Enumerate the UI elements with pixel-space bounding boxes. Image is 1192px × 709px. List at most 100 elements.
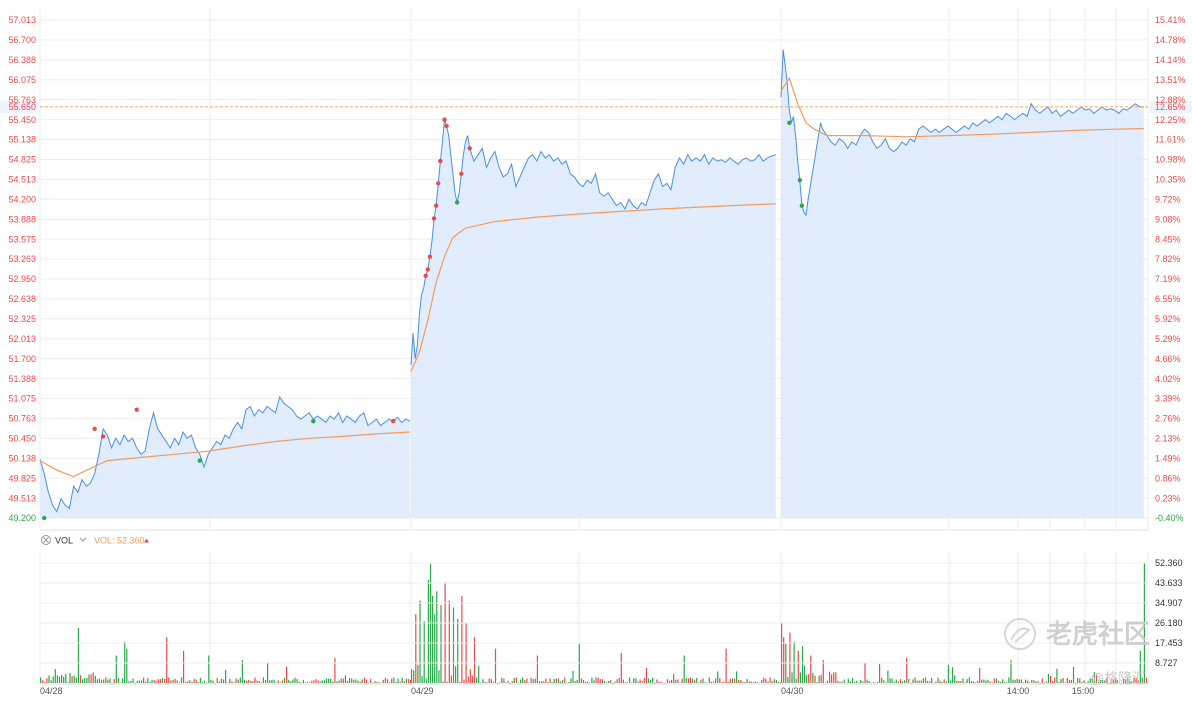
volume-bar xyxy=(814,675,816,683)
buy-marker[interactable] xyxy=(459,171,464,177)
volume-bar xyxy=(593,680,595,683)
buy-marker[interactable] xyxy=(390,418,396,424)
avg-line-04/28 xyxy=(39,431,411,478)
left-tick-label: 49.513 xyxy=(8,493,36,503)
volume-bar xyxy=(801,646,804,683)
volume-bar xyxy=(1085,682,1087,684)
volume-bar xyxy=(585,681,587,683)
sell-marker[interactable] xyxy=(197,458,202,463)
right-tick-label: 12.25% xyxy=(1155,115,1186,125)
volume-bar xyxy=(511,681,513,683)
buy-marker[interactable] xyxy=(436,181,441,186)
volume-bar xyxy=(968,677,970,683)
volume-bar xyxy=(775,680,777,683)
volume-bar xyxy=(839,681,841,683)
volume-bar xyxy=(206,682,208,684)
volume-bar xyxy=(622,679,624,683)
volume-bar xyxy=(1056,668,1058,683)
volume-bar xyxy=(1077,678,1079,683)
volume-bar xyxy=(378,682,380,683)
current-price-badge xyxy=(0,100,38,113)
sell-marker[interactable] xyxy=(799,203,805,208)
volume-bar xyxy=(499,682,501,683)
sell-marker[interactable] xyxy=(787,120,792,126)
volume-bar xyxy=(1033,680,1035,683)
volume-bar xyxy=(372,683,374,684)
right-tick-label: -0.40% xyxy=(1155,513,1184,523)
volume-bar xyxy=(386,679,389,683)
sell-marker[interactable] xyxy=(797,177,802,183)
sell-marker[interactable] xyxy=(311,418,316,424)
date-tick-label: 04/29 xyxy=(411,686,434,696)
right-tick-label: 2.76% xyxy=(1155,414,1181,424)
sell-marker[interactable] xyxy=(42,515,47,521)
volume-bar xyxy=(119,682,122,683)
volume-bar xyxy=(1025,679,1027,683)
volume-bar xyxy=(174,678,176,683)
volume-bar xyxy=(517,682,520,684)
buy-marker[interactable] xyxy=(425,267,430,272)
left-tick-label: 50.138 xyxy=(8,453,36,463)
volume-bar xyxy=(216,678,218,683)
volume-indicator-name[interactable]: VOL xyxy=(55,536,73,546)
buy-marker[interactable] xyxy=(100,434,106,439)
volume-bar xyxy=(522,677,524,683)
volume-bar xyxy=(161,677,164,683)
sell-marker[interactable] xyxy=(454,200,460,205)
buy-marker[interactable] xyxy=(438,158,443,164)
volume-bar xyxy=(52,676,54,683)
volume-bar xyxy=(40,677,42,683)
volume-bar xyxy=(1106,678,1108,683)
volume-bar xyxy=(799,672,801,683)
volume-bar xyxy=(717,671,719,683)
volume-bar xyxy=(572,670,574,683)
volume-bar xyxy=(532,679,534,683)
volume-bar xyxy=(712,681,715,683)
volume-bar xyxy=(736,671,738,683)
volume-bar xyxy=(214,682,216,684)
volume-bar xyxy=(549,678,551,683)
volume-bar xyxy=(1114,678,1116,683)
volume-bar xyxy=(706,682,708,684)
volume-bar xyxy=(797,650,799,683)
volume-bar xyxy=(423,621,425,683)
volume-bar xyxy=(847,678,849,683)
buy-marker[interactable] xyxy=(92,426,97,431)
volume-bar xyxy=(507,680,509,683)
chevron-down-icon[interactable] xyxy=(79,537,87,542)
buy-marker[interactable] xyxy=(467,146,472,151)
volume-bar xyxy=(812,672,814,683)
buy-marker[interactable] xyxy=(442,117,447,122)
volume-tick-label: 17.453 xyxy=(1155,638,1183,648)
volume-bar xyxy=(966,679,968,683)
volume-bar xyxy=(455,666,457,683)
volume-bar xyxy=(897,681,899,683)
watermark: 老虎社区 @格隆汇 xyxy=(1004,618,1150,686)
volume-bar xyxy=(401,677,403,683)
volume-bar xyxy=(943,679,945,683)
volume-bar xyxy=(1145,677,1148,683)
volume-axis: 52.360 43.633 34.907 26.180 17.453 8.727 xyxy=(40,558,1183,668)
right-tick-label: 5.29% xyxy=(1155,334,1181,344)
volume-bar xyxy=(189,680,191,683)
buy-marker[interactable] xyxy=(427,254,433,259)
volume-bar xyxy=(336,681,338,683)
volume-bar xyxy=(818,675,820,683)
volume-bar xyxy=(626,682,629,683)
buy-marker[interactable] xyxy=(433,203,439,208)
volume-bar xyxy=(302,679,304,683)
close-icon-cross xyxy=(43,537,49,543)
volume-bar xyxy=(767,681,769,683)
buy-marker[interactable] xyxy=(431,216,437,221)
volume-bar xyxy=(1098,682,1100,683)
buy-marker[interactable] xyxy=(134,407,139,412)
close-icon[interactable] xyxy=(41,535,51,545)
volume-bar xyxy=(856,680,858,683)
buy-marker[interactable] xyxy=(444,123,449,129)
volume-bar xyxy=(536,655,538,683)
volume-bar xyxy=(1131,681,1133,683)
buy-marker[interactable] xyxy=(423,273,428,278)
volume-bar xyxy=(355,679,357,683)
volume-bar xyxy=(212,680,214,683)
volume-bar xyxy=(820,674,822,683)
